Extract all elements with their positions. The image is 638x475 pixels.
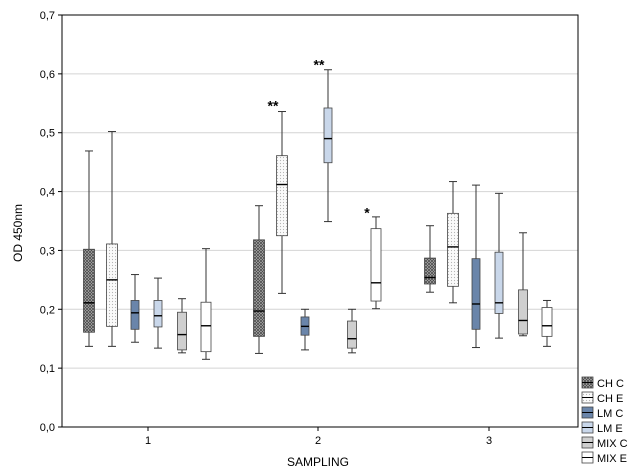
legend-item-ch-e: CH E (581, 391, 623, 405)
box-iqr (253, 239, 265, 337)
box-iqr (153, 300, 163, 328)
gridlines (62, 73, 578, 369)
box-iqr (200, 301, 212, 353)
y-tick-label: 0,3 (40, 245, 55, 257)
box-iqr (177, 311, 187, 351)
legend-label: MIX C (597, 438, 628, 450)
y-tick-label: 0,2 (40, 304, 55, 316)
box-iqr (370, 228, 382, 302)
y-axis-label: OD 450nm (11, 204, 25, 262)
box-ch-c-3 (424, 225, 436, 293)
box-iqr (323, 107, 333, 164)
box-ch-c-2 (253, 205, 265, 354)
box-iqr (541, 307, 553, 337)
box-iqr (424, 257, 436, 285)
box-iqr (347, 320, 357, 349)
legend-label: CH C (597, 378, 624, 390)
box-iqr (471, 258, 481, 330)
box-lm-e-2 (323, 69, 333, 223)
box-iqr (518, 289, 528, 335)
plot-border (61, 14, 579, 428)
significance-marker: * (364, 205, 370, 221)
x-tick-label: 1 (145, 435, 151, 447)
y-tick-label: 0,1 (40, 363, 55, 375)
x-axis: 1 2 3 (145, 427, 492, 447)
legend-label: LM C (597, 408, 623, 420)
y-tick-label: 0,5 (40, 128, 55, 140)
box-iqr (494, 251, 504, 314)
box-iqr (276, 155, 288, 237)
box-mix-e-1 (200, 248, 212, 360)
box-lm-c-1 (130, 274, 140, 343)
legend-item-mix-e: MIX E (581, 451, 627, 465)
boxes (83, 69, 553, 360)
legend-label: MIX E (597, 453, 627, 465)
x-axis-label: SAMPLING (287, 455, 349, 469)
box-mix-e-3 (541, 299, 553, 347)
legend-item-lm-c: LM C (581, 406, 623, 420)
box-lm-c-2 (300, 308, 310, 351)
x-tick-label: 2 (315, 435, 321, 447)
box-mix-e-2 (370, 216, 382, 310)
box-ch-e-3 (447, 181, 459, 304)
box-ch-c-1 (83, 150, 95, 347)
significance-marker: ** (268, 97, 279, 113)
legend-label: CH E (597, 393, 623, 405)
box-mix-c-1 (177, 298, 187, 354)
y-axis: 0,0 0,1 0,2 0,3 0,4 0,5 0,6 0,7 (40, 10, 62, 434)
y-tick-label: 0,6 (40, 69, 55, 81)
box-ch-e-2 (276, 111, 288, 294)
legend-item-lm-e: LM E (581, 421, 623, 435)
legend-item-mix-c: MIX C (581, 436, 628, 450)
box-mix-c-3 (518, 232, 528, 337)
plot-area (61, 14, 579, 428)
box-lm-e-3 (494, 192, 504, 339)
y-tick-label: 0,0 (40, 422, 55, 434)
legend-label: LM E (597, 423, 623, 435)
box-lm-c-3 (471, 184, 481, 349)
box-lm-e-1 (153, 277, 163, 349)
box-iqr (106, 243, 118, 327)
box-iqr (447, 212, 459, 287)
box-ch-e-1 (106, 131, 118, 347)
annotations: ***** (268, 56, 371, 220)
y-tick-label: 0,4 (40, 187, 55, 199)
box-iqr (130, 300, 140, 330)
legend: CH C CH E LM C LM E MIX C MIX E (581, 376, 628, 465)
legend-item-ch-c: CH C (581, 376, 624, 390)
box-mix-c-2 (347, 308, 357, 354)
x-tick-label: 3 (486, 435, 492, 447)
box-iqr (83, 248, 95, 333)
significance-marker: ** (314, 56, 325, 72)
y-tick-label: 0,7 (40, 10, 55, 22)
